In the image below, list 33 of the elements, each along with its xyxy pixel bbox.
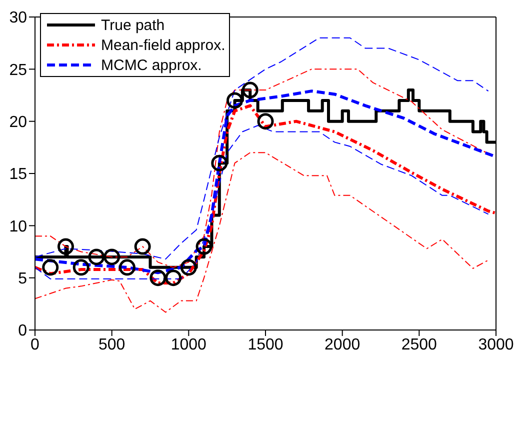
legend-label: MCMC approx. xyxy=(101,56,202,74)
x-tick-label: 2500 xyxy=(401,336,438,354)
y-tick-label: 30 xyxy=(9,10,28,27)
x-tick-label: 1500 xyxy=(248,336,284,354)
point xyxy=(165,270,182,286)
point xyxy=(72,259,90,276)
point xyxy=(211,154,228,172)
x-tick-label: 500 xyxy=(98,336,126,354)
point xyxy=(57,238,74,255)
point xyxy=(257,113,274,130)
x-tick-label: 0 xyxy=(30,336,40,354)
point xyxy=(42,259,59,276)
point xyxy=(104,248,120,266)
point xyxy=(180,259,197,276)
y-tick-label: 0 xyxy=(18,322,28,340)
line-series xyxy=(35,152,489,313)
x-tick-label: 3000 xyxy=(478,336,514,354)
legend-label: Mean-field approx. xyxy=(101,36,226,54)
point xyxy=(226,92,244,109)
point xyxy=(150,270,166,286)
x-tick-label: 2000 xyxy=(324,336,360,354)
y-tick-label: 5 xyxy=(18,270,28,288)
y-tick-label: 20 xyxy=(9,114,28,132)
y-tick-label: 15 xyxy=(9,166,28,184)
point xyxy=(196,238,212,255)
point xyxy=(88,248,105,266)
y-tick-label: 10 xyxy=(9,218,28,236)
point xyxy=(242,82,258,98)
y-tick-label: 25 xyxy=(9,62,28,79)
point xyxy=(134,238,151,255)
legend-label: True path xyxy=(101,16,165,34)
point xyxy=(118,259,136,276)
x-tick-label: 1000 xyxy=(170,336,207,354)
